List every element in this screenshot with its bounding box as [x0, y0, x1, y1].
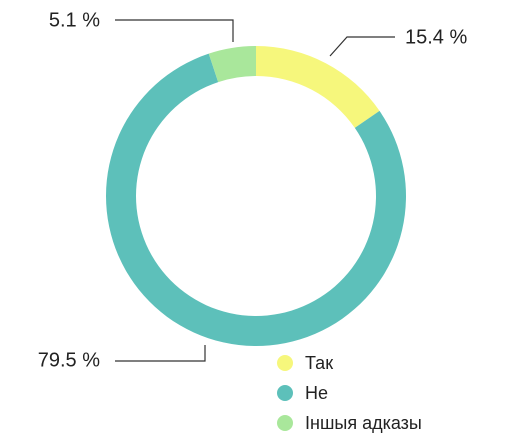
data-label: 5.1 %	[49, 9, 100, 31]
data-label: 15.4 %	[405, 26, 467, 48]
donut-slice	[208, 46, 256, 83]
donut-slice	[256, 46, 380, 128]
legend-swatch	[277, 385, 293, 401]
legend-label: Не	[305, 383, 328, 403]
data-label: 79.5 %	[38, 349, 100, 371]
legend-label: Іншыя адказы	[305, 413, 422, 433]
leader-line	[329, 36, 395, 57]
legend-swatch	[277, 415, 293, 431]
leader-line	[115, 345, 206, 362]
legend-label: Так	[305, 353, 333, 373]
legend-swatch	[277, 355, 293, 371]
leader-line	[115, 19, 234, 42]
